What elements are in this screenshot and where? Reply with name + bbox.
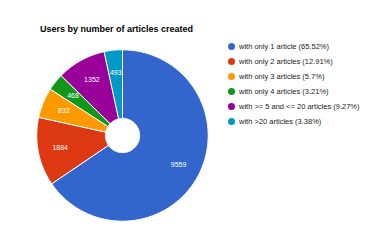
html-text:with only 2 articles (12.91%): with only 2 articles (12.91%): [239, 57, 333, 66]
html-text:with >20 articles (3.38%): with >20 articles (3.38%): [239, 117, 322, 126]
html-text:Users by number of articles cr: Users by number of articles created: [40, 24, 194, 34]
html-text:with >= 5 and <= 20 articles (: with >= 5 and <= 20 articles (9.27%): [239, 102, 360, 111]
svg-text:832: 832: [58, 107, 70, 114]
html-text:with only 1 article (65.52%): with only 1 article (65.52%): [239, 42, 329, 51]
svg-text:1884: 1884: [52, 144, 68, 151]
svg-text:9559: 9559: [171, 161, 187, 168]
html-text:with only 4 articles (3.21%): with only 4 articles (3.21%): [239, 87, 329, 96]
svg-text:468: 468: [67, 92, 79, 99]
html-text:with only 3 articles (5.7%): with only 3 articles (5.7%): [239, 72, 325, 81]
svg-text:1352: 1352: [84, 76, 100, 83]
svg-text:493: 493: [110, 69, 122, 76]
